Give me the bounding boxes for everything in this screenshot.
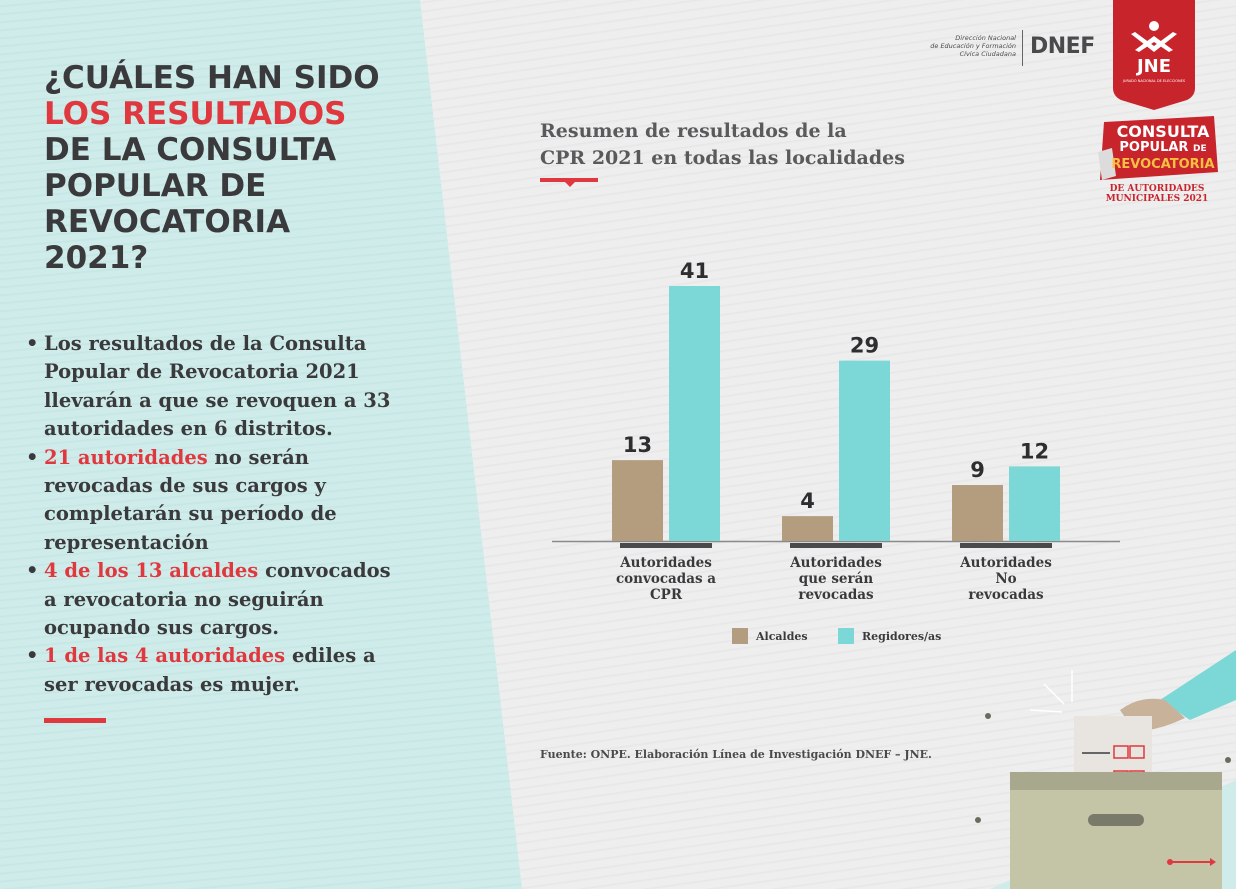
category-marker <box>620 543 712 548</box>
category-marker <box>960 543 1052 548</box>
cpr-badge-text: CONSULTA POPULAR DE REVOCATORIA <box>1108 124 1218 173</box>
bullet-text: convocados a revocatoria no seguirán ocu… <box>44 559 391 640</box>
title-line-2-highlight: LOS RESULTADOS <box>44 96 347 132</box>
ballot-box-illustration-icon <box>975 650 1236 889</box>
bullet-item: 1 de las 4 autoridades ediles a ser revo… <box>26 642 406 699</box>
jne-shield-icon <box>1113 0 1195 110</box>
category-label: convocadas a <box>616 571 716 587</box>
jne-logo: JNE JURADO NACIONAL DE ELECCIONES <box>1113 0 1195 110</box>
cpr-line-3: REVOCATORIA <box>1111 157 1215 172</box>
chart-title-arrow-icon <box>565 182 575 187</box>
category-label: Autoridades <box>959 555 1052 571</box>
bullet-highlight: 1 de las 4 autoridades <box>44 644 286 668</box>
chart-title-line: CPR 2021 en todas las localidades <box>540 147 905 169</box>
bullet-text: ediles a ser revocadas es mujer. <box>44 644 376 696</box>
cpr-subtitle-line: DE AUTORIDADES <box>1109 184 1205 194</box>
dnef-subtitle-line: Dirección Nacional <box>955 34 1016 42</box>
bullet-highlight: 21 autoridades <box>44 445 208 469</box>
title-line-5: REVOCATORIA <box>44 204 291 240</box>
chart-title-line: Resumen de resultados de la <box>540 120 847 142</box>
dnef-logo-text: DNEF <box>1030 34 1095 59</box>
dnef-logo: Dirección Nacional de Educación y Formac… <box>930 28 1100 72</box>
bullet-item: 4 de los 13 alcaldes convocados a revoca… <box>26 557 406 642</box>
page-title: ¿CUÁLES HAN SIDO LOS RESULTADOS DE LA CO… <box>44 60 444 276</box>
bar-alcaldes <box>952 485 1003 541</box>
illus-sleeve <box>1160 650 1236 720</box>
dnef-subtitle-line: Cívica Ciudadana <box>959 50 1016 58</box>
category-label: No <box>995 571 1016 587</box>
cpr-line-2-small: DE <box>1192 144 1207 154</box>
bullet-text: no serán revocadas de sus cargos y compl… <box>44 445 337 554</box>
jne-logo-text: JNE <box>1136 56 1172 77</box>
cpr-badge: CONSULTA POPULAR DE REVOCATORIA <box>1098 116 1218 182</box>
chart-title: Resumen de resultados de la CPR 2021 en … <box>540 118 960 172</box>
data-label: 41 <box>680 259 709 283</box>
bullet-highlight: 4 de los 13 alcaldes <box>44 559 259 583</box>
category-label: revocadas <box>798 587 874 603</box>
data-label: 13 <box>623 433 652 457</box>
data-label: 4 <box>800 489 815 513</box>
dnef-separator <box>1022 30 1023 66</box>
cpr-line-2: POPULAR DE <box>1108 140 1218 157</box>
illus-box-top <box>1010 772 1222 790</box>
cpr-line-1: CONSULTA <box>1116 122 1210 141</box>
cpr-subtitle-line: MUNICIPALES 2021 <box>1105 194 1209 204</box>
bar-alcaldes <box>782 516 833 541</box>
category-label: que serán <box>799 571 874 587</box>
title-line-6: 2021? <box>44 240 149 276</box>
legend-swatch <box>838 628 854 644</box>
category-label: Autoridades <box>789 555 882 571</box>
legend-label: Regidores/as <box>862 630 941 643</box>
category-marker <box>790 543 882 548</box>
cpr-badge-subtitle: DE AUTORIDADES MUNICIPALES 2021 <box>1100 184 1214 204</box>
title-line-4: POPULAR DE <box>44 168 267 204</box>
data-label: 29 <box>850 334 879 358</box>
source-note: Fuente: ONPE. Elaboración Línea de Inves… <box>540 748 932 761</box>
data-label: 9 <box>970 458 985 482</box>
data-label: 12 <box>1020 439 1049 463</box>
bullet-item: Los resultados de la Consulta Popular de… <box>26 330 406 444</box>
title-line-3: DE LA CONSULTA <box>44 132 337 168</box>
bullet-text: Los resultados de la Consulta Popular de… <box>44 332 391 441</box>
decorative-red-line <box>44 718 106 723</box>
jne-logo-subtitle: JURADO NACIONAL DE ELECCIONES <box>1122 79 1186 83</box>
category-label: revocadas <box>968 587 1044 603</box>
illus-box-slot <box>1088 814 1144 826</box>
bullet-item: 21 autoridades no serán revocadas de sus… <box>26 444 406 558</box>
bullet-list: Los resultados de la Consulta Popular de… <box>26 330 406 699</box>
title-line-1: ¿CUÁLES HAN SIDO <box>44 60 380 96</box>
dnef-subtitle-line: de Educación y Formación <box>930 42 1016 50</box>
bar-alcaldes <box>612 460 663 541</box>
category-label: Autoridades <box>619 555 712 571</box>
bar-regidores <box>669 286 720 541</box>
bar-regidores <box>839 360 890 541</box>
cpr-line-2-main: POPULAR <box>1119 140 1189 155</box>
illus-box-front <box>1010 790 1222 889</box>
category-label: CPR <box>650 587 683 603</box>
cpr-badge-background-icon <box>1098 116 1218 180</box>
legend-label: Alcaldes <box>755 630 808 643</box>
legend-swatch <box>732 628 748 644</box>
chart-title-underline <box>540 178 598 182</box>
bar-regidores <box>1009 466 1060 541</box>
dnef-logo-subtitle: Dirección Nacional de Educación y Formac… <box>930 34 1016 58</box>
